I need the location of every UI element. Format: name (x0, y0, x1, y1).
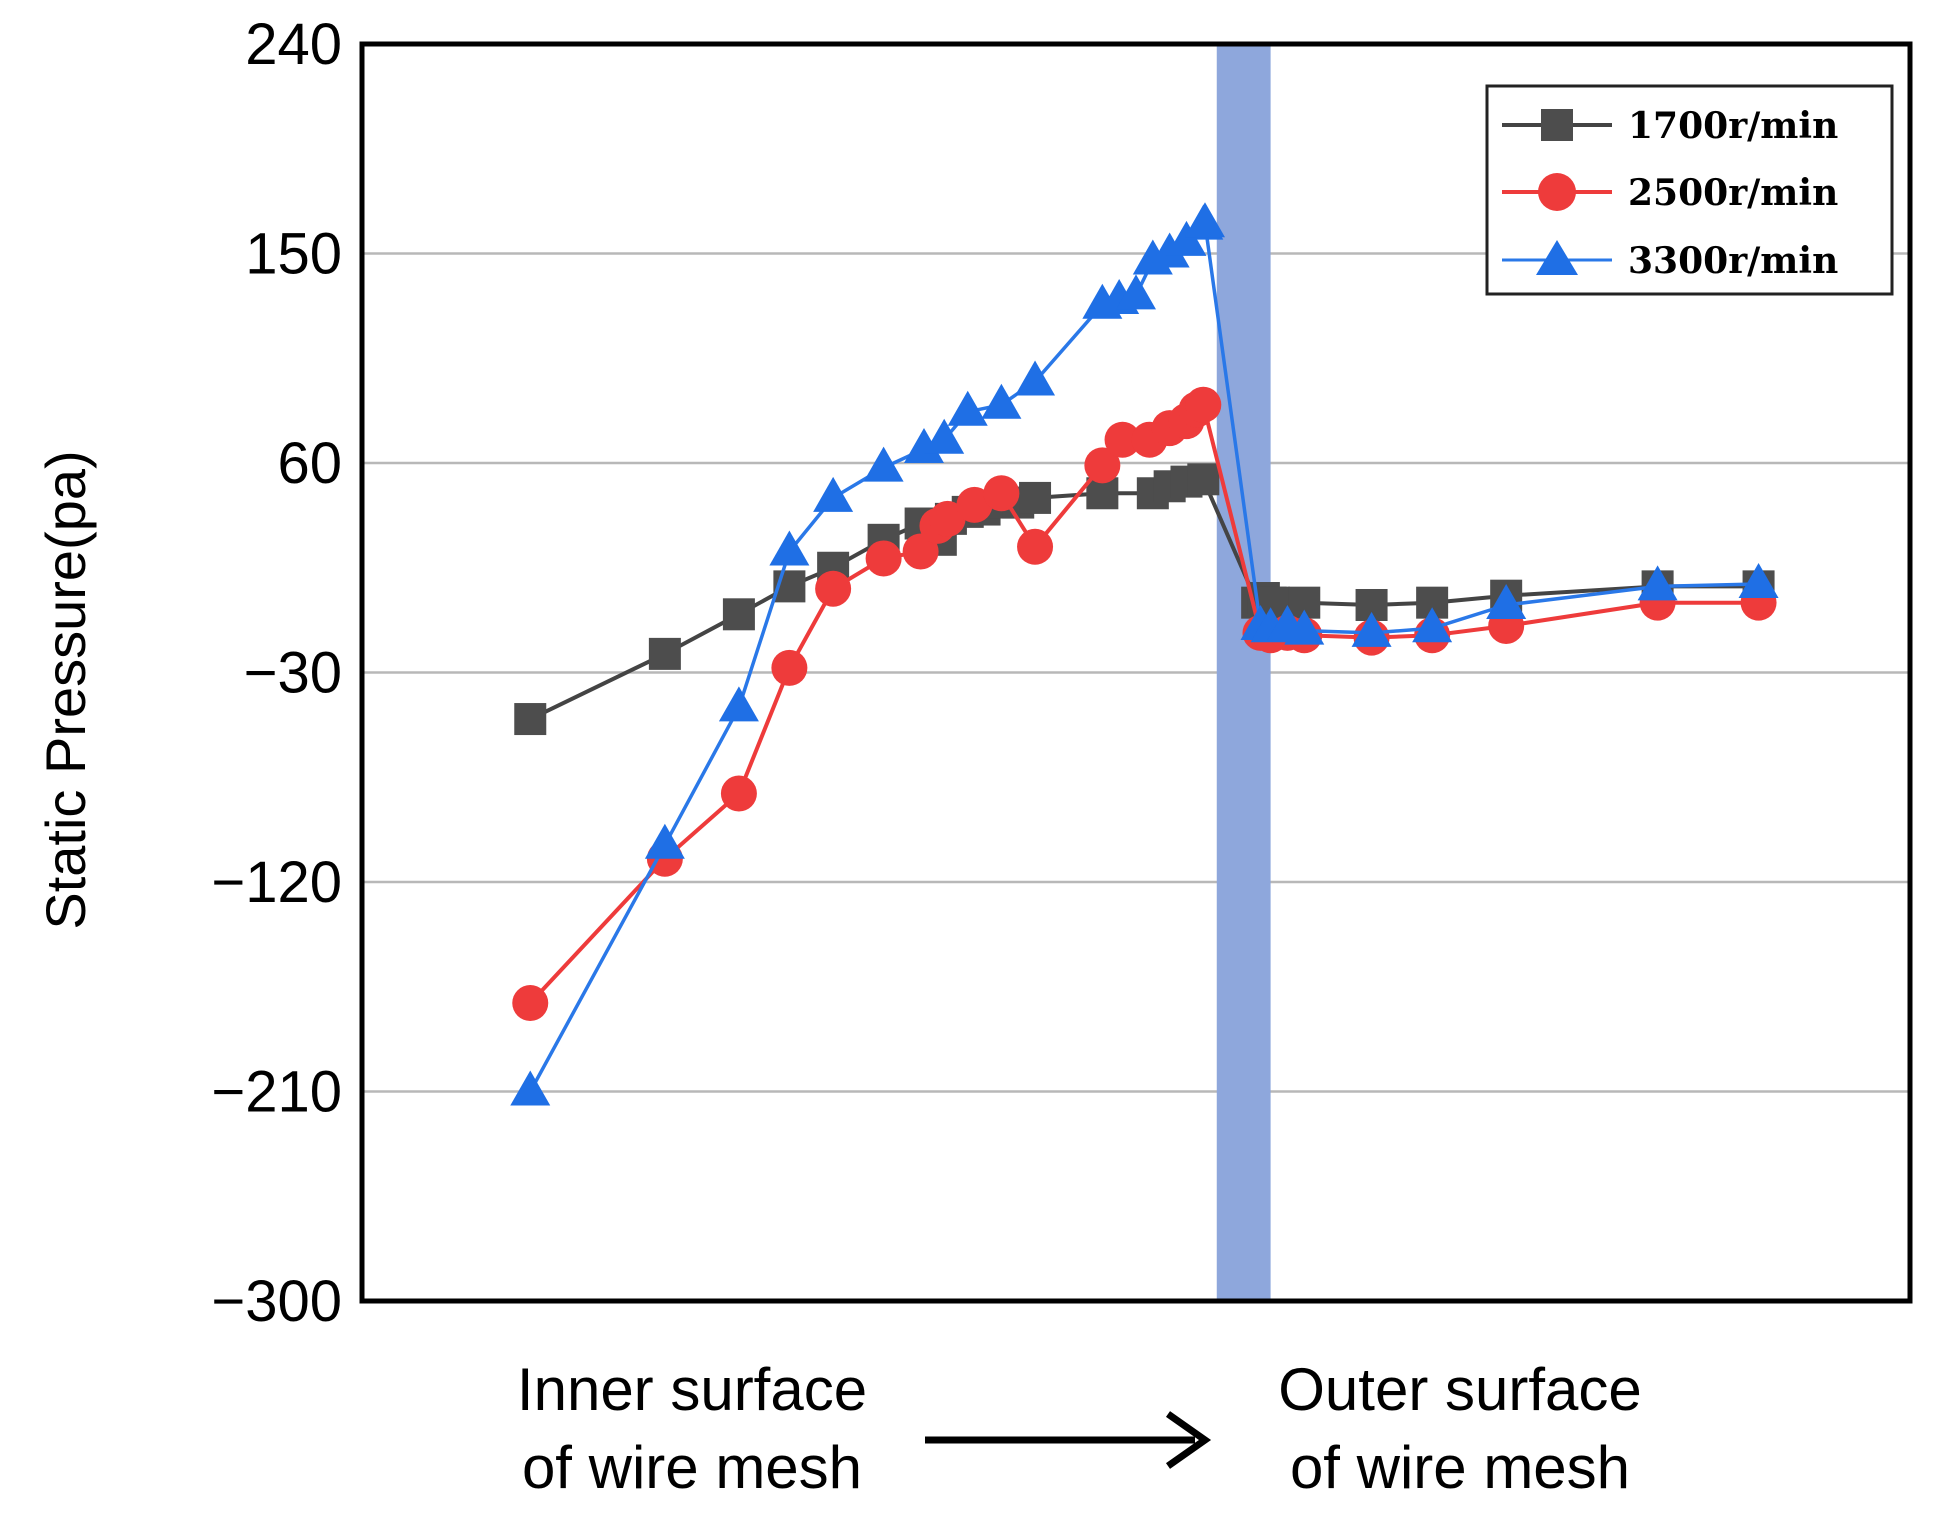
series-1700r/min (514, 463, 1775, 736)
data-point (956, 486, 993, 523)
data-point (1104, 421, 1141, 458)
legend-label-2500: 2500r/min (1628, 172, 1838, 214)
y-tick-label: −300 (211, 1269, 342, 1334)
data-point (929, 500, 966, 537)
data-point (815, 570, 852, 607)
x-right-label-line1: Outer surface (1278, 1356, 1642, 1423)
data-point (514, 703, 547, 736)
data-point (1486, 583, 1527, 619)
data-point (722, 598, 755, 631)
x-right-label-line2: of wire mesh (1290, 1434, 1630, 1501)
data-point (510, 1070, 551, 1106)
data-point (771, 649, 808, 686)
data-point (1017, 528, 1054, 565)
data-point (1116, 274, 1156, 310)
data-point (1185, 386, 1222, 423)
legend: 1700r/min 2500r/min 3300r/min (1485, 84, 1894, 296)
y-tick-label: 150 (245, 222, 342, 287)
legend-marker-1700 (1541, 109, 1573, 141)
data-point (813, 476, 854, 512)
data-point (863, 446, 904, 482)
data-point (720, 775, 757, 812)
data-point (648, 637, 681, 670)
data-point (1015, 360, 1056, 396)
y-tick-label: −30 (244, 641, 342, 706)
data-point (865, 540, 902, 577)
data-point (512, 985, 549, 1022)
y-tick-label: 240 (245, 12, 342, 77)
data-point (644, 823, 685, 859)
data-point (1084, 447, 1121, 484)
data-point (924, 418, 965, 454)
data-point (1019, 481, 1052, 514)
data-point (1738, 563, 1779, 599)
data-point (1187, 463, 1220, 496)
data-point (769, 530, 810, 566)
data-point (947, 390, 988, 426)
data-point (903, 428, 944, 464)
series-3300r/min (510, 202, 1779, 1106)
data-point (1149, 232, 1190, 268)
x-left-label-line1: Inner surface (517, 1356, 867, 1423)
series-line-3300r/min (528, 221, 1759, 1093)
series-line-1700r/min (529, 477, 1759, 721)
data-point (1351, 611, 1392, 647)
legend-label-3300: 3300r/min (1628, 240, 1838, 282)
x-left-label-line2: of wire mesh (522, 1434, 862, 1501)
legend-marker-3300 (1536, 240, 1578, 275)
legend-marker-2500 (1538, 173, 1576, 211)
direction-arrow-icon (1165, 1411, 1212, 1469)
data-point (1637, 565, 1678, 601)
wire-mesh-band (1216, 44, 1271, 1301)
series-layer (510, 202, 1779, 1106)
y-axis-title: Static Pressure(pa) (34, 450, 97, 929)
legend-label-1700: 1700r/min (1628, 105, 1838, 147)
data-point (1412, 607, 1453, 643)
data-point (902, 533, 939, 570)
data-point (1284, 609, 1325, 645)
grid-layer (362, 252, 1910, 1093)
mesh-band-layer (1216, 44, 1271, 1301)
y-tick-label: 60 (277, 431, 342, 496)
y-tick-label: −210 (211, 1060, 342, 1125)
data-point (718, 686, 759, 722)
data-point (1184, 202, 1225, 238)
plot-frame (359, 41, 1913, 1304)
data-point (983, 475, 1020, 512)
y-tick-label: −120 (211, 850, 342, 915)
data-point (981, 383, 1022, 419)
y-tick-labels: 240 150 60 −30 −120 −210 −300 (211, 12, 342, 1334)
